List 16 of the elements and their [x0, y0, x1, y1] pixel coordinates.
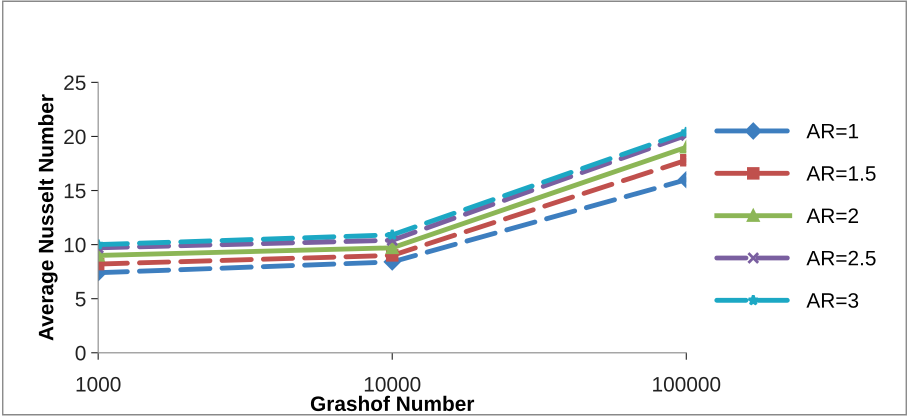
y-tick-label: 0: [76, 346, 86, 361]
y-axis-title: Average Nusselt Number: [38, 94, 58, 341]
legend-label: AR=2.5: [806, 250, 876, 266]
legend-label: AR=2: [806, 208, 858, 223]
y-tick-label: 25: [64, 75, 86, 90]
y-tick-label: 5: [76, 292, 86, 306]
y-tick-label: 10: [64, 238, 86, 252]
x-tick-label: 10000: [364, 376, 420, 392]
x-tick-label: 1000: [76, 376, 121, 392]
y-tick-label: 15: [64, 184, 86, 198]
legend-label: AR=1.5: [806, 166, 876, 181]
legend-label: AR=1: [806, 124, 858, 138]
y-tick-label: 20: [64, 129, 86, 144]
legend-label: AR=3: [806, 293, 858, 308]
x-axis-title: Grashof Number: [310, 396, 474, 412]
x-tick-label: 100000: [653, 376, 720, 392]
